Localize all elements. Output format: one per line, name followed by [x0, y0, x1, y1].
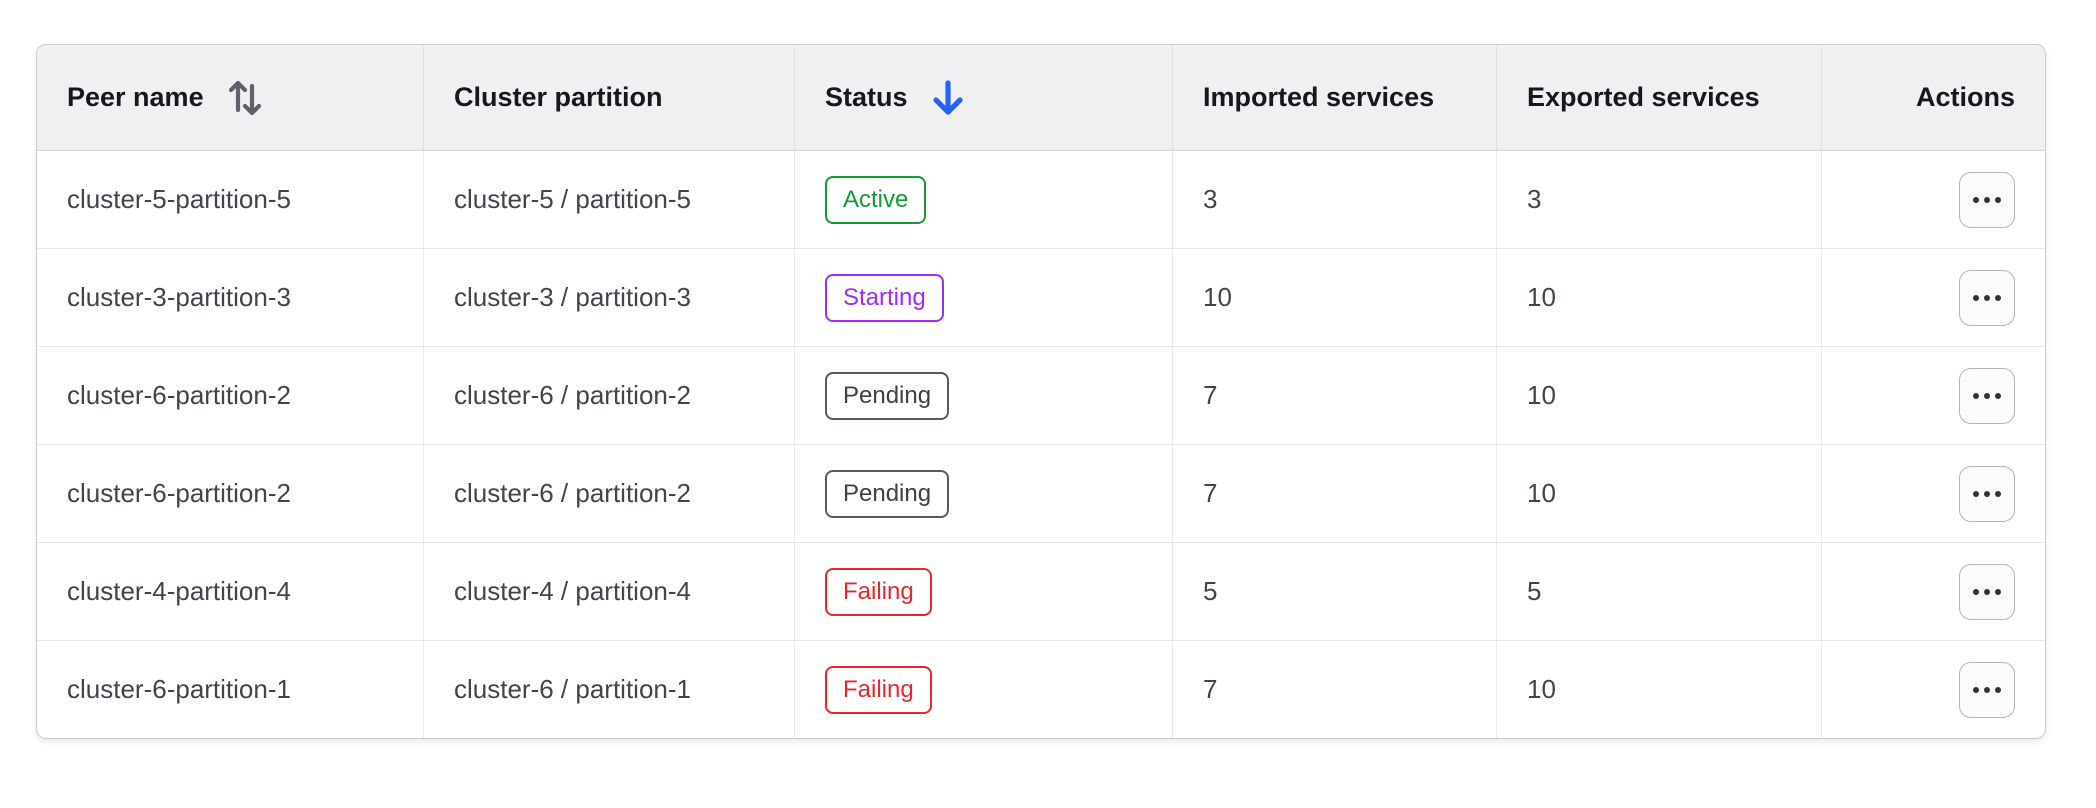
ellipsis-icon [1973, 588, 2001, 595]
status-cell: Pending [795, 347, 1173, 444]
imported-services-cell: 5 [1173, 543, 1497, 640]
row-actions-button[interactable] [1959, 367, 2015, 424]
status-badge: Pending [825, 469, 950, 518]
status-badge: Pending [825, 371, 950, 420]
column-header-label: Imported services [1203, 82, 1435, 112]
cluster-partition-cell: cluster-4 / partition-4 [424, 543, 795, 640]
peer-name-cell: cluster-4-partition-4 [37, 543, 424, 640]
exported-services-cell: 3 [1497, 151, 1822, 248]
row-actions-button[interactable] [1959, 465, 2015, 522]
column-header-label: Peer name [67, 82, 204, 112]
status-cell: Pending [795, 445, 1173, 542]
cluster-partition-cell: cluster-5 / partition-5 [424, 151, 795, 248]
actions-cell [1822, 445, 2045, 542]
cluster-partition-cell: cluster-6 / partition-1 [424, 641, 795, 738]
column-header-exported-services: Exported services [1497, 45, 1822, 150]
status-cell: Starting [795, 249, 1173, 346]
peer-name-cell: cluster-6-partition-1 [37, 641, 424, 738]
table-header-row: Peer name Cluster partition Status Impor… [37, 45, 2045, 151]
column-header-label: Exported services [1527, 82, 1760, 112]
imported-services-cell: 10 [1173, 249, 1497, 346]
ellipsis-icon [1973, 490, 2001, 497]
table-row: cluster-5-partition-5 cluster-5 / partit… [37, 151, 2045, 248]
cluster-partition-cell: cluster-6 / partition-2 [424, 445, 795, 542]
table-row: cluster-3-partition-3 cluster-3 / partit… [37, 248, 2045, 346]
exported-services-cell: 10 [1497, 347, 1822, 444]
column-header-label: Actions [1915, 82, 2015, 112]
peer-name-cell: cluster-3-partition-3 [37, 249, 424, 346]
table-row: cluster-4-partition-4 cluster-4 / partit… [37, 542, 2045, 640]
row-actions-button[interactable] [1959, 171, 2015, 228]
status-cell: Active [795, 151, 1173, 248]
imported-services-cell: 7 [1173, 445, 1497, 542]
status-cell: Failing [795, 641, 1173, 738]
row-actions-button[interactable] [1959, 661, 2015, 718]
actions-cell [1822, 347, 2045, 444]
row-actions-button[interactable] [1959, 563, 2015, 620]
sort-arrows-icon [228, 80, 261, 115]
column-header-label: Status [825, 82, 908, 112]
column-header-label: Cluster partition [454, 82, 663, 112]
table-row: cluster-6-partition-1 cluster-6 / partit… [37, 640, 2045, 738]
actions-cell [1822, 249, 2045, 346]
exported-services-cell: 5 [1497, 543, 1822, 640]
column-header-peer-name[interactable]: Peer name [37, 45, 424, 150]
column-header-actions: Actions [1822, 45, 2045, 150]
column-header-cluster-partition: Cluster partition [424, 45, 795, 150]
imported-services-cell: 7 [1173, 347, 1497, 444]
column-header-status[interactable]: Status [795, 45, 1173, 150]
peer-name-cell: cluster-6-partition-2 [37, 445, 424, 542]
actions-cell [1822, 151, 2045, 248]
ellipsis-icon [1973, 686, 2001, 693]
arrow-down-icon [932, 79, 963, 115]
exported-services-cell: 10 [1497, 249, 1822, 346]
table-row: cluster-6-partition-2 cluster-6 / partit… [37, 346, 2045, 444]
status-cell: Failing [795, 543, 1173, 640]
exported-services-cell: 10 [1497, 445, 1822, 542]
column-header-imported-services: Imported services [1173, 45, 1497, 150]
row-actions-button[interactable] [1959, 269, 2015, 326]
status-badge: Active [825, 175, 927, 224]
actions-cell [1822, 641, 2045, 738]
ellipsis-icon [1973, 294, 2001, 301]
imported-services-cell: 7 [1173, 641, 1497, 738]
table-row: cluster-6-partition-2 cluster-6 / partit… [37, 444, 2045, 542]
status-badge: Failing [825, 665, 932, 714]
exported-services-cell: 10 [1497, 641, 1822, 738]
status-badge: Failing [825, 567, 932, 616]
cluster-partition-cell: cluster-3 / partition-3 [424, 249, 795, 346]
peer-name-cell: cluster-5-partition-5 [37, 151, 424, 248]
ellipsis-icon [1973, 196, 2001, 203]
status-badge: Starting [825, 273, 944, 322]
ellipsis-icon [1973, 392, 2001, 399]
imported-services-cell: 3 [1173, 151, 1497, 248]
actions-cell [1822, 543, 2045, 640]
cluster-partition-cell: cluster-6 / partition-2 [424, 347, 795, 444]
peer-name-cell: cluster-6-partition-2 [37, 347, 424, 444]
peers-table: Peer name Cluster partition Status Impor… [36, 44, 2046, 739]
